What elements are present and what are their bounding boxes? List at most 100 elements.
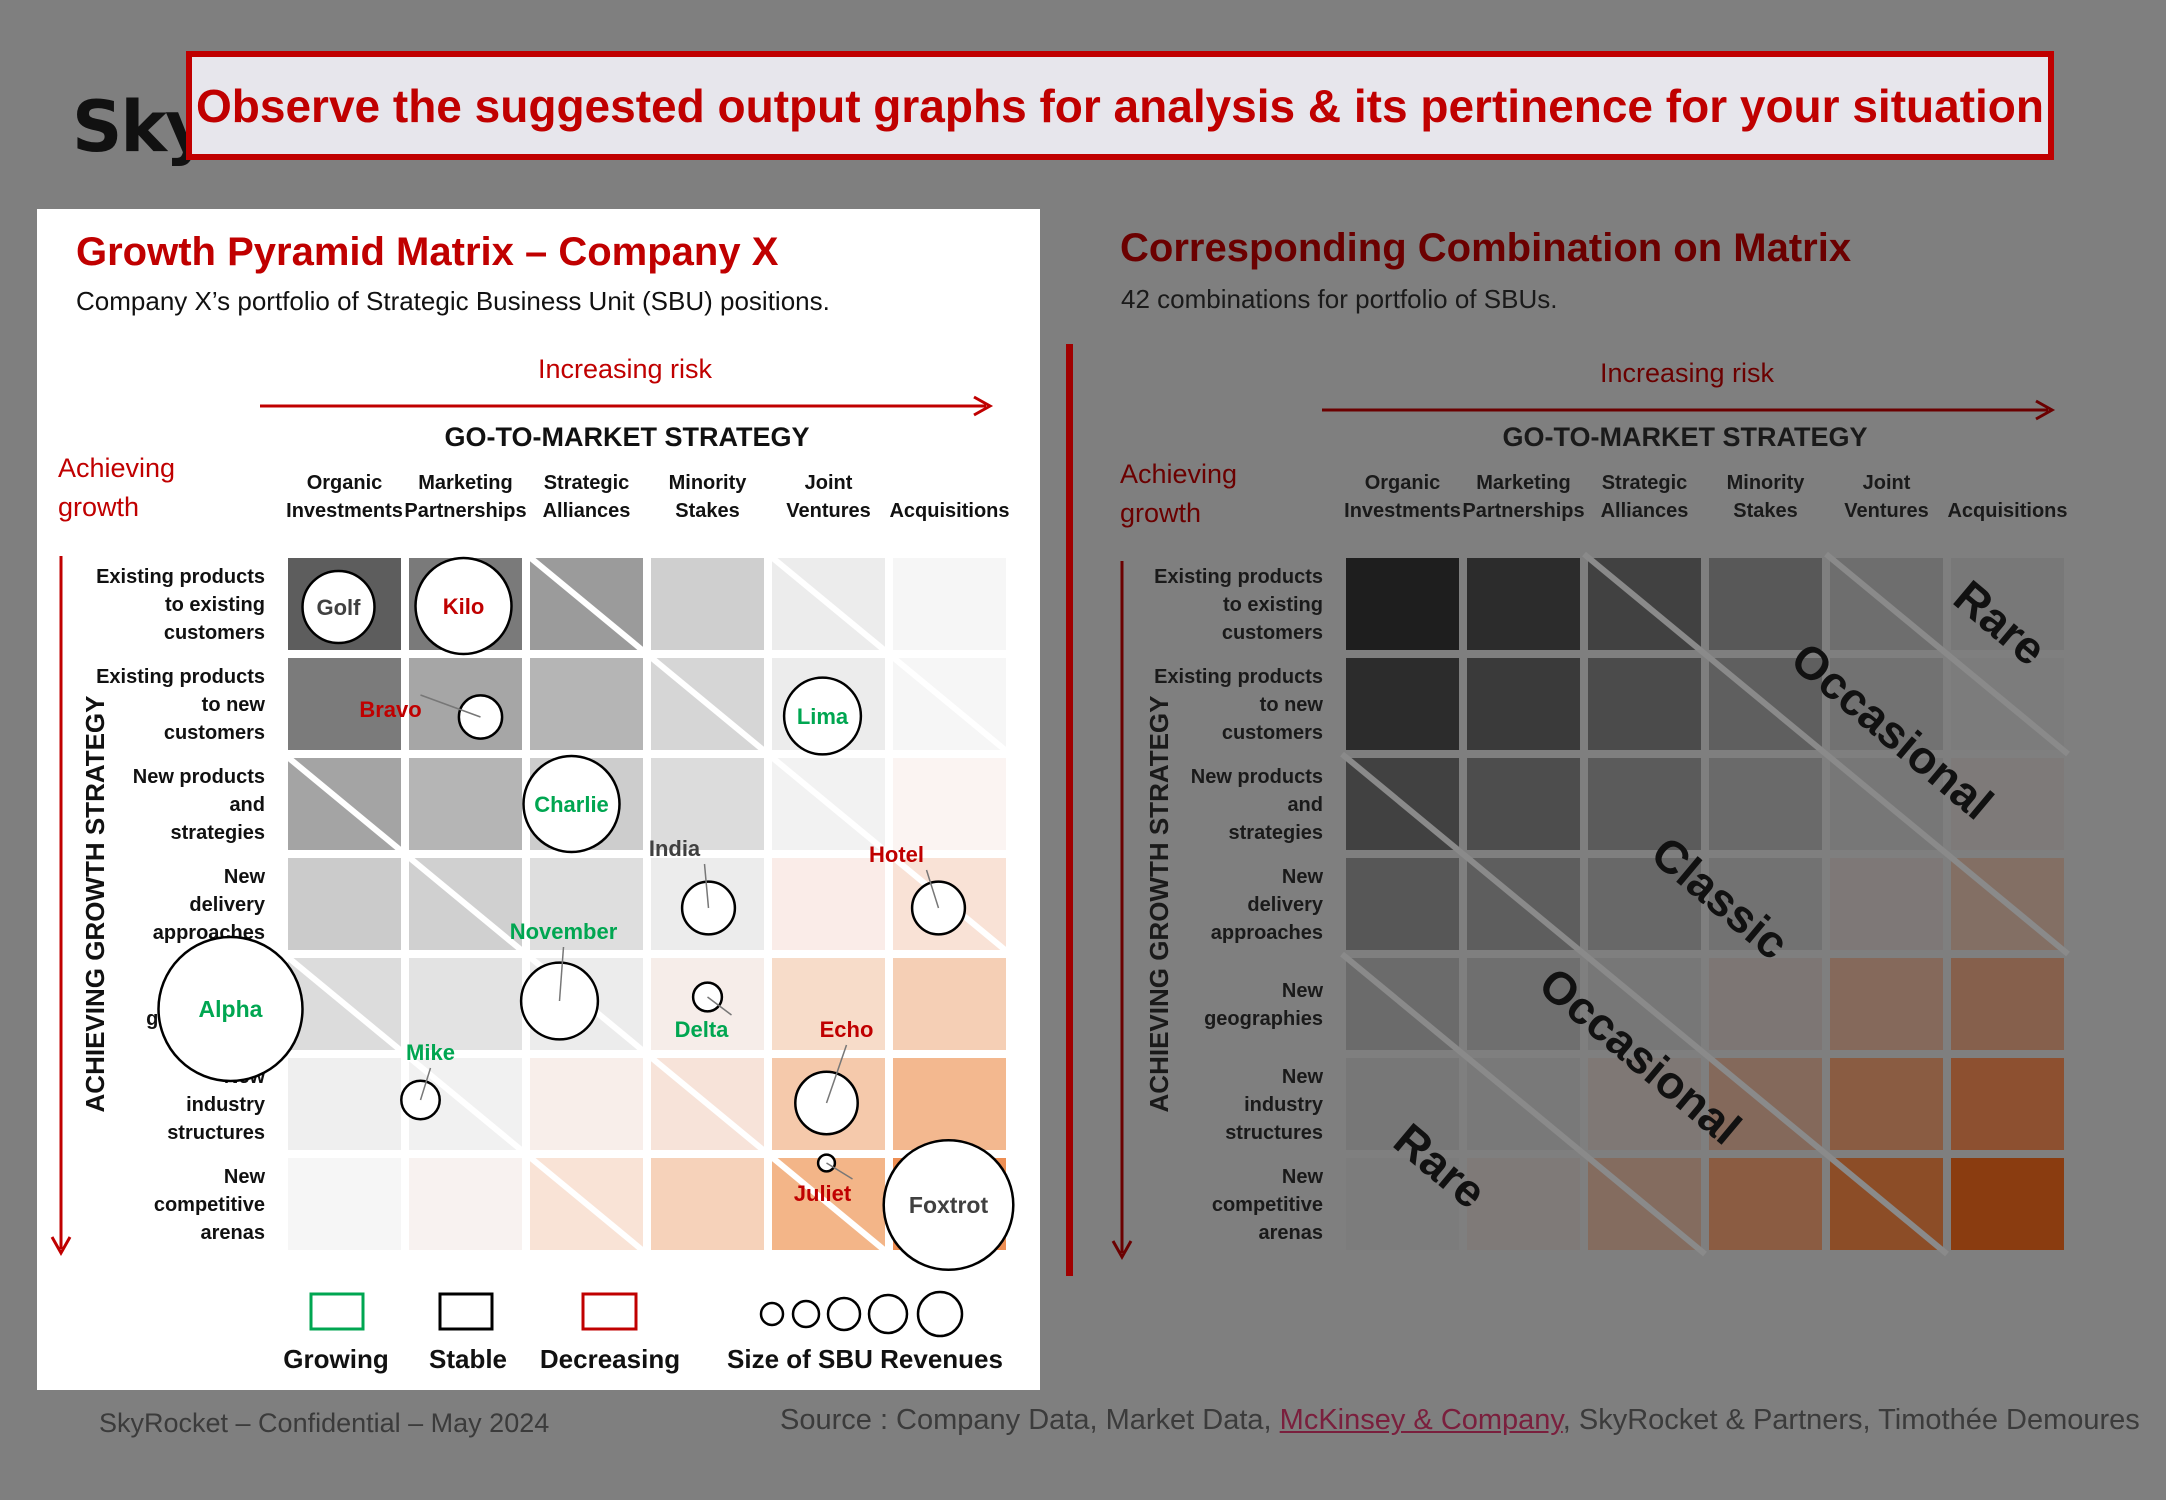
- bubble-charlie: [522, 754, 621, 854]
- right-column-label-1: Marketing: [1476, 472, 1570, 494]
- legend-size-circle-0: [759, 1301, 785, 1327]
- right-row-label-2-2: strategies: [1229, 822, 1324, 844]
- right-risk-arrowhead: [2035, 399, 2056, 421]
- source-prefix: Source : Company Data, Market Data,: [780, 1404, 1280, 1436]
- right-cell-5-5: [1951, 1058, 2064, 1150]
- source-suffix: , SkyRocket & Partners, Timothée Demoure…: [1562, 1404, 2140, 1436]
- left-cell-5-5: [893, 1058, 1006, 1150]
- bubble-label-kilo: Kilo: [443, 594, 485, 619]
- left-row-label-2-1: and: [229, 794, 265, 816]
- right-row-label-5-0: New: [1282, 1066, 1324, 1088]
- left-column-label-4-b: Ventures: [786, 500, 870, 522]
- legend-growing-swatch: [309, 1292, 365, 1331]
- right-cell-6-1: [1467, 1158, 1580, 1250]
- legend-size-label: Size of SBU Revenues: [727, 1344, 1003, 1374]
- left-row-label-3-1: delivery: [189, 894, 265, 916]
- right-row-label-4-0: New: [1282, 980, 1324, 1002]
- bubble-label-foxtrot: Foxtrot: [909, 1192, 989, 1218]
- right-cell-0-1: [1467, 558, 1580, 650]
- right-diagonal-1: [1824, 551, 2070, 757]
- right-cell-2-3: [1709, 758, 1822, 850]
- bubble-label-charlie: Charlie: [534, 792, 609, 817]
- right-cell-6-5: [1951, 1158, 2064, 1250]
- left-row-label-2-2: strategies: [171, 822, 266, 844]
- right-row-label-0-2: customers: [1222, 622, 1323, 644]
- left-row-label-0-0: Existing products: [96, 566, 265, 588]
- right-column-label-4-b: Ventures: [1844, 500, 1928, 522]
- right-column-label-5-b: Acquisitions: [1947, 500, 2067, 522]
- right-panel-subtitle: 42 combinations for portfolio of SBUs.: [1121, 284, 1558, 314]
- banner-text: Observe the suggested output graphs for …: [196, 79, 2044, 132]
- right-column-label-2: Strategic: [1602, 472, 1688, 494]
- right-diagonal-0: [1582, 551, 2070, 957]
- bubble-label-alpha: Alpha: [199, 996, 263, 1022]
- right-cell-1-4: [1830, 658, 1943, 750]
- right-row-label-2-0: New products: [1191, 766, 1323, 788]
- right-cell-3-3: [1709, 858, 1822, 950]
- bubble-label-india: India: [649, 836, 701, 861]
- left-cell-2-5: [893, 758, 1006, 850]
- right-cell-3-4: [1830, 858, 1943, 950]
- right-row-label-2-1: and: [1287, 794, 1323, 816]
- right-row-label-4-1: geographies: [1204, 1008, 1323, 1030]
- bubble-leader-echo: [825, 1044, 848, 1104]
- right-risk-label: Increasing risk: [1600, 358, 1775, 388]
- right-cell-4-4: [1830, 958, 1943, 1050]
- legend-size-circle-3: [867, 1293, 909, 1335]
- bubble-leader-bravo: [420, 694, 481, 718]
- right-row-label-5-2: structures: [1225, 1122, 1323, 1144]
- right-column-label-0: Organic: [1365, 472, 1441, 494]
- left-cell-5-2: [530, 1058, 643, 1150]
- left-cell-4-5: [893, 958, 1006, 1050]
- right-cell-3-2: [1588, 858, 1701, 950]
- bubble-leader-november: [558, 946, 565, 1002]
- right-column-label-0-b: Investments: [1344, 500, 1461, 522]
- bubble-foxtrot: [882, 1138, 1015, 1272]
- right-panel-title: Corresponding Combination on Matrix: [1120, 226, 1852, 270]
- left-cell-3-4: [772, 858, 885, 950]
- left-cell-4-4: [772, 958, 885, 1050]
- left-cell-2-3: [651, 758, 764, 850]
- left-diagonal-3: [282, 951, 649, 1257]
- left-column-label-3-b: Stakes: [675, 500, 740, 522]
- left-cell-6-3: [651, 1158, 764, 1250]
- right-row-label-0-1: to existing: [1223, 594, 1323, 616]
- legend-growing-label: Growing: [283, 1344, 388, 1374]
- right-row-label-3-0: New: [1282, 866, 1324, 888]
- legend-size-circle-2: [826, 1296, 862, 1332]
- left-cell-3-0: [288, 858, 401, 950]
- left-cell-4-1: [409, 958, 522, 1050]
- left-cell-1-0: [288, 658, 401, 750]
- instruction-banner: Observe the suggested output graphs for …: [186, 51, 2054, 160]
- right-row-label-0-0: Existing products: [1154, 566, 1323, 588]
- legend-size-circle-1: [791, 1299, 821, 1329]
- left-column-label-3: Minority: [669, 472, 748, 494]
- left-growth-label-1: Achieving: [58, 453, 175, 483]
- left-row-label-6-1: competitive: [154, 1194, 265, 1216]
- left-cell-5-0: [288, 1058, 401, 1150]
- right-growth-arrowhead: [1111, 1240, 1133, 1261]
- left-row-label-2-0: New products: [133, 766, 265, 788]
- left-row-header: ACHIEVING GROWTH STRATEGY: [80, 696, 110, 1113]
- left-row-label-0-1: to existing: [165, 594, 265, 616]
- right-column-label-2-b: Alliances: [1601, 500, 1689, 522]
- source-link[interactable]: McKinsey & Company: [1279, 1404, 1563, 1436]
- left-cell-0-5: [893, 558, 1006, 650]
- right-column-label-3: Minority: [1727, 472, 1806, 494]
- left-cell-2-1: [409, 758, 522, 850]
- right-cell-1-2: [1588, 658, 1701, 750]
- right-cell-2-1: [1467, 758, 1580, 850]
- right-cell-1-1: [1467, 658, 1580, 750]
- panel-separator: [1066, 344, 1073, 1276]
- left-row-label-1-0: Existing products: [96, 666, 265, 688]
- right-cell-6-3: [1709, 1158, 1822, 1250]
- left-column-label-0: Organic: [307, 472, 383, 494]
- bubble-leader-mike: [419, 1067, 432, 1101]
- right-row-label-5-1: industry: [1244, 1094, 1324, 1116]
- bubble-alpha: [157, 935, 304, 1083]
- right-row-label-1-1: to new: [1260, 694, 1324, 716]
- left-cell-0-3: [651, 558, 764, 650]
- left-row-label-1-2: customers: [164, 722, 265, 744]
- bubble-leader-juliet: [826, 1162, 853, 1180]
